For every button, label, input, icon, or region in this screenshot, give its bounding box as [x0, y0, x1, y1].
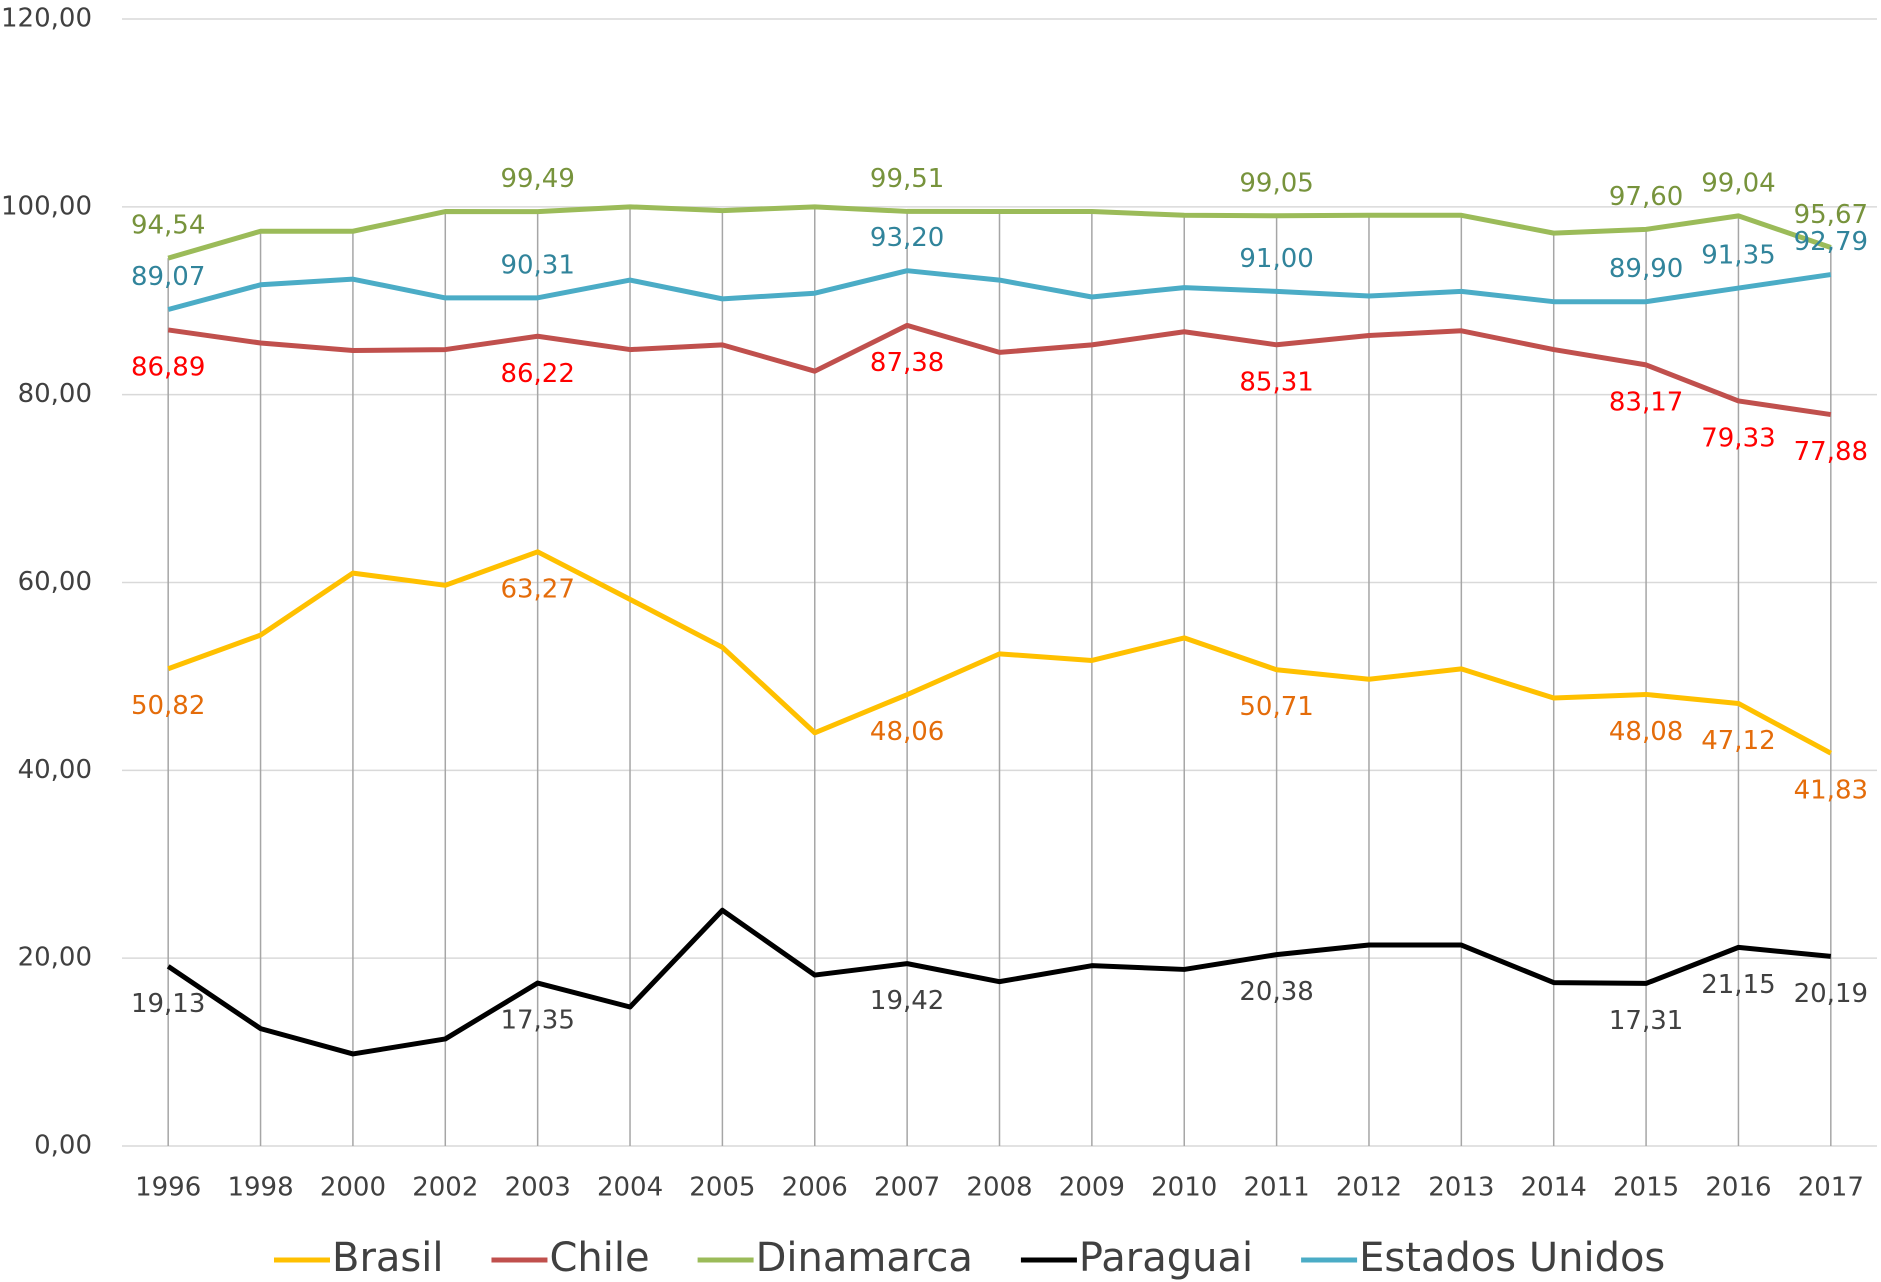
data-label: 41,83 — [1794, 776, 1868, 806]
x-tick-label: 2009 — [1059, 1173, 1125, 1203]
data-label: 83,17 — [1609, 387, 1683, 417]
series-line — [167, 268, 1832, 312]
legend-label: Dinamarca — [756, 1235, 973, 1281]
legend-label: Estados Unidos — [1359, 1235, 1665, 1281]
x-tick-label: 2004 — [597, 1173, 663, 1203]
data-label: 19,13 — [131, 989, 205, 1019]
data-label: 99,49 — [500, 164, 574, 194]
legend-label: Chile — [549, 1235, 649, 1281]
series-line — [167, 204, 1832, 261]
data-label: 20,38 — [1239, 977, 1313, 1007]
legend-label: Brasil — [332, 1235, 443, 1281]
data-label: 87,38 — [870, 348, 944, 378]
data-label: 17,35 — [500, 1006, 574, 1036]
data-label: 50,82 — [131, 691, 205, 721]
data-label: 91,00 — [1239, 244, 1313, 274]
x-tick-label: 2003 — [505, 1173, 571, 1203]
data-label: 20,19 — [1794, 979, 1868, 1009]
y-tick-label: 40,00 — [18, 755, 92, 785]
series-line — [167, 322, 1832, 418]
x-tick-label: 2013 — [1428, 1173, 1494, 1203]
data-label: 86,89 — [131, 352, 205, 382]
x-tick-label: 2012 — [1336, 1173, 1402, 1203]
x-tick-label: 2017 — [1798, 1173, 1864, 1203]
data-label: 91,35 — [1701, 241, 1775, 271]
y-tick-label: 20,00 — [18, 943, 92, 973]
x-tick-label: 2015 — [1613, 1173, 1679, 1203]
data-label: 77,88 — [1794, 437, 1868, 467]
data-label: 95,67 — [1794, 200, 1868, 230]
data-label: 99,05 — [1239, 168, 1313, 198]
data-label: 94,54 — [131, 211, 205, 241]
data-label: 21,15 — [1701, 970, 1775, 1000]
data-label: 19,42 — [870, 986, 944, 1016]
y-tick-label: 60,00 — [18, 567, 92, 597]
data-label: 48,06 — [870, 717, 944, 747]
data-label: 85,31 — [1239, 367, 1313, 397]
x-tick-label: 1998 — [227, 1173, 293, 1203]
y-tick-label: 80,00 — [18, 379, 92, 409]
x-tick-label: 2008 — [966, 1173, 1032, 1203]
data-label: 92,79 — [1794, 227, 1868, 257]
data-label: 89,07 — [131, 262, 205, 292]
x-tick-label: 2006 — [782, 1173, 848, 1203]
y-tick-label: 120,00 — [1, 4, 92, 34]
x-tick-label: 2005 — [689, 1173, 755, 1203]
data-label: 93,20 — [870, 223, 944, 253]
x-tick-label: 2011 — [1244, 1173, 1310, 1203]
series-line — [167, 549, 1833, 756]
data-label: 63,27 — [500, 574, 574, 604]
x-tick-label: 2014 — [1521, 1173, 1587, 1203]
data-label: 97,60 — [1609, 182, 1683, 212]
data-label: 79,33 — [1701, 423, 1775, 453]
legend-label: Paraguai — [1079, 1235, 1253, 1281]
x-tick-label: 2010 — [1151, 1173, 1217, 1203]
data-label: 17,31 — [1609, 1006, 1683, 1036]
data-label: 99,51 — [870, 164, 944, 194]
data-label: 48,08 — [1609, 717, 1683, 747]
y-tick-label: 100,00 — [1, 191, 92, 221]
data-label: 50,71 — [1239, 692, 1313, 722]
data-label: 86,22 — [500, 359, 574, 389]
x-tick-label: 2000 — [320, 1173, 386, 1203]
data-label: 89,90 — [1609, 254, 1683, 284]
data-label: 47,12 — [1701, 726, 1775, 756]
x-tick-label: 1996 — [135, 1173, 201, 1203]
x-tick-label: 2016 — [1705, 1173, 1771, 1203]
x-tick-label: 2007 — [874, 1173, 940, 1203]
series-line — [166, 907, 1832, 1057]
data-label: 90,31 — [500, 250, 574, 280]
y-tick-label: 0,00 — [34, 1131, 92, 1161]
data-label: 99,04 — [1701, 168, 1775, 198]
x-tick-label: 2002 — [412, 1173, 478, 1203]
